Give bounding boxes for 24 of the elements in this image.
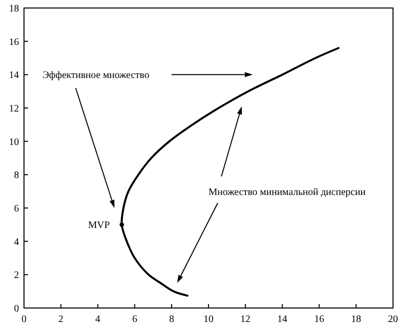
x-tick-label: 8 — [169, 314, 174, 325]
x-tick-label: 16 — [314, 314, 324, 325]
x-tick-label: 0 — [22, 314, 26, 325]
annotation: MVP — [88, 220, 110, 232]
y-tick-label: 8 — [14, 170, 19, 182]
x-tick-label: 20 — [388, 314, 398, 325]
annotation: Множество минимальной дисперсии — [208, 186, 366, 198]
y-tick-label: 0 — [14, 304, 19, 314]
y-tick-label: 2 — [14, 270, 19, 282]
annotation: Эффективное множество — [42, 70, 150, 82]
y-tick-label: 4 — [14, 236, 19, 248]
y-tick-label: 6 — [14, 204, 19, 214]
x-tick-label: 4 — [95, 314, 100, 325]
x-tick-label: 10 — [204, 314, 214, 325]
x-tick-label: 2 — [58, 314, 64, 325]
y-tick-label: 18 — [9, 4, 19, 14]
x-tick-label: 18 — [351, 314, 362, 325]
y-tick-label: 10 — [9, 136, 19, 148]
x-tick-label: 6 — [132, 314, 138, 325]
y-tick-label: 16 — [9, 36, 19, 48]
y-tick-label: 12 — [9, 104, 19, 114]
x-tick-label: 12 — [240, 314, 250, 325]
y-tick-label: 14 — [9, 70, 19, 82]
x-tick-label: 14 — [277, 314, 288, 325]
